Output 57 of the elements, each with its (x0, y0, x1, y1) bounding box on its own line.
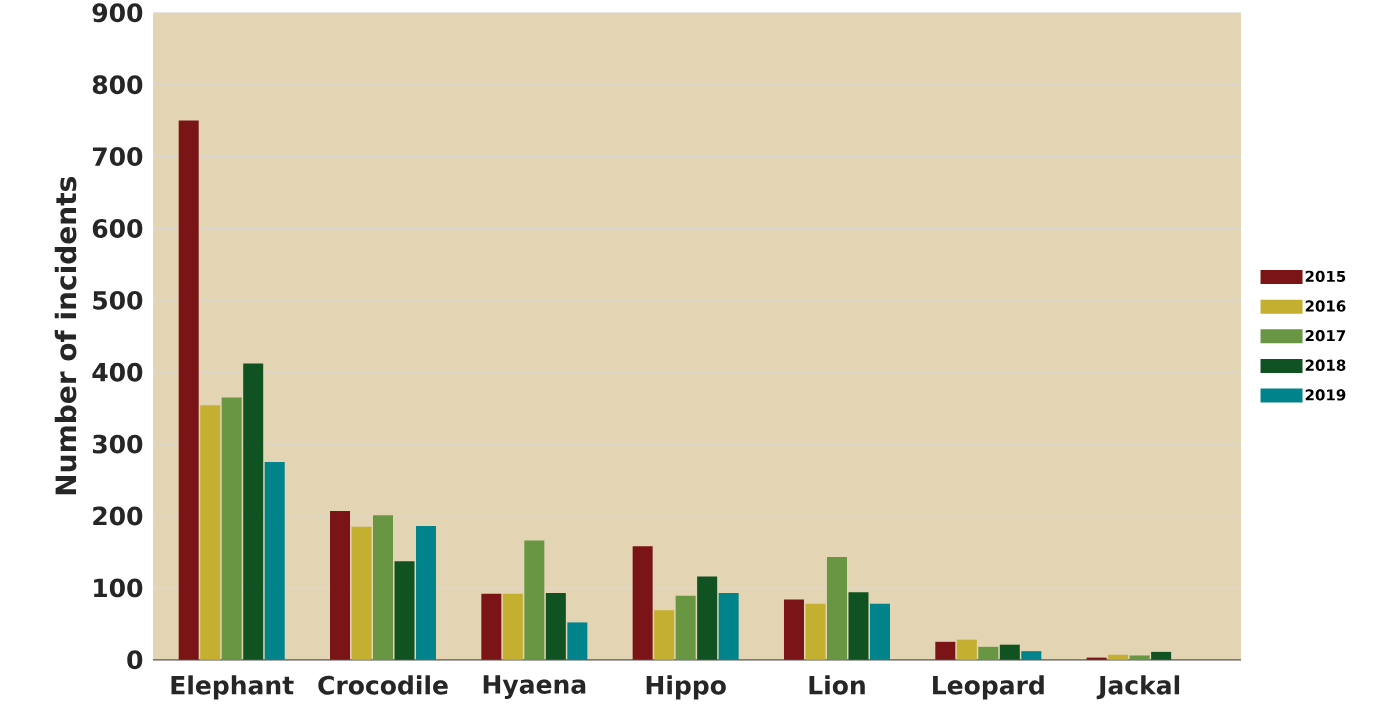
bar (1086, 657, 1107, 660)
bar (178, 120, 199, 660)
bar (394, 561, 415, 660)
x-tick-label: Hippo (646, 675, 726, 700)
legend-label: 2017 (1305, 330, 1346, 342)
y-tick-label: 100 (94, 578, 143, 598)
bar (524, 540, 545, 660)
x-tick-label: Lion (809, 675, 865, 695)
x-tick-label: Crocodile (318, 675, 448, 695)
bar (545, 593, 566, 660)
bar (1151, 651, 1172, 660)
bar (697, 576, 718, 660)
x-tick-label: Jackal (1096, 675, 1180, 700)
bar (221, 397, 242, 660)
y-tick-label: 0 (127, 650, 143, 670)
bar (1129, 655, 1150, 660)
legend-label: 2016 (1305, 300, 1346, 312)
bar (373, 515, 394, 660)
bar (200, 405, 221, 660)
y-tick-label: 400 (92, 362, 143, 382)
bar (351, 526, 372, 660)
bar (1108, 654, 1129, 660)
x-tick-label: Leopard (933, 675, 1044, 700)
bar (805, 603, 826, 660)
bar (826, 557, 847, 660)
y-tick-label: 200 (93, 506, 143, 526)
y-tick-label: 600 (92, 219, 143, 239)
bar (264, 462, 285, 660)
bar (675, 595, 696, 660)
bar (654, 610, 675, 660)
bar (978, 646, 999, 660)
y-tick-label: 300 (92, 434, 143, 454)
x-tick-label: Hyaena (483, 675, 586, 700)
bar (481, 593, 502, 660)
bar (1021, 651, 1042, 660)
legend-label: 2015 (1305, 270, 1346, 283)
bar (416, 526, 437, 660)
bar (567, 622, 588, 660)
y-tick-label: 700 (92, 147, 143, 167)
x-tick-label: Elephant (171, 675, 294, 700)
bar (783, 599, 804, 660)
y-tick-label: 800 (92, 75, 143, 95)
y-axis-title: Number of incidents (54, 177, 77, 495)
bar (243, 363, 264, 660)
bar (956, 639, 977, 660)
bar (632, 546, 653, 660)
bar (502, 593, 523, 660)
legend-label: 2019 (1305, 389, 1346, 401)
y-tick-label: 500 (93, 290, 143, 310)
legend-label: 2018 (1305, 359, 1346, 372)
bar (848, 592, 869, 660)
bar (935, 641, 956, 660)
bar (869, 603, 890, 660)
bar (718, 593, 739, 660)
bar (999, 644, 1020, 660)
y-tick-label: 900 (92, 3, 143, 23)
bar (330, 511, 351, 660)
